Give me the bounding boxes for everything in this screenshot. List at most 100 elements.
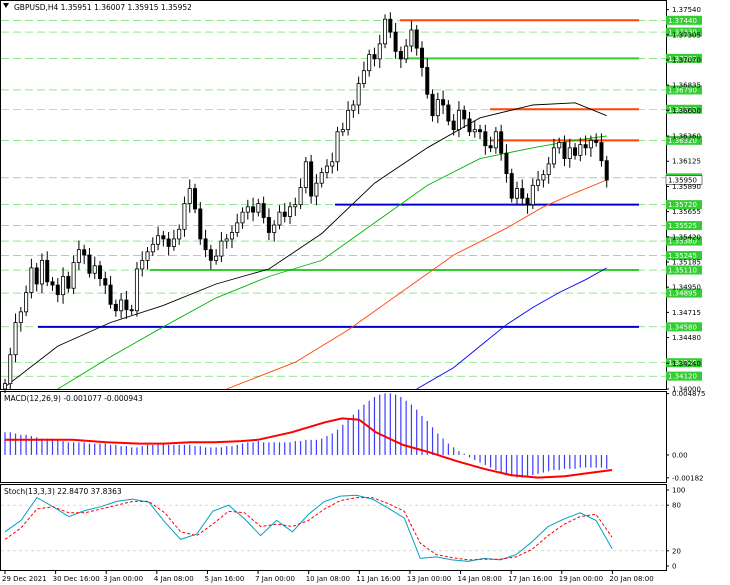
time-tick-label: 11 Jan 16:00 xyxy=(356,575,400,583)
bear-candle xyxy=(193,188,198,210)
price-tick-label: 1.34240 xyxy=(672,360,701,368)
chart-header: GBPUSD,H4 1.35951 1.36007 1.35915 1.3595… xyxy=(14,3,192,12)
bull-candle xyxy=(435,99,440,117)
bull-candle xyxy=(140,259,145,270)
bull-candle xyxy=(277,211,282,226)
bull-candle xyxy=(145,251,150,261)
horizontal-levels xyxy=(38,19,639,328)
bull-candle xyxy=(361,70,366,84)
time-tick-label: 7 Jan 00:00 xyxy=(255,575,295,583)
bull-candle xyxy=(171,238,176,247)
price-tag-label: 1.36790 xyxy=(668,86,697,94)
bear-candle xyxy=(499,131,504,154)
price-tag-bg xyxy=(666,371,702,381)
bull-candle xyxy=(456,109,461,131)
bear-candle xyxy=(419,47,424,68)
time-tick-label: 29 Dec 2021 xyxy=(2,575,47,583)
moving-averages xyxy=(4,102,607,390)
bear-candle xyxy=(113,303,118,312)
macd-indicator: 0.004875 0.00 -0.00182 xyxy=(4,390,705,482)
bear-candle xyxy=(488,145,493,149)
bull-candle xyxy=(61,276,66,296)
current-price-label: 1.35950 xyxy=(668,176,697,184)
bear-candle xyxy=(604,160,609,181)
bear-candle xyxy=(251,206,256,213)
bear-candle xyxy=(208,249,213,261)
price-tag-label: 1.35245 xyxy=(668,252,697,260)
bear-candle xyxy=(266,217,271,233)
bull-candle xyxy=(514,188,519,199)
bear-candle xyxy=(45,259,50,283)
bear-candle xyxy=(55,284,60,296)
price-tag-bg xyxy=(666,236,702,246)
price-tag-bg xyxy=(666,27,702,37)
bull-candle xyxy=(367,54,372,72)
bull-candle xyxy=(256,203,261,213)
stoch-tick-label: 20 xyxy=(672,547,681,555)
price-tick-label: 1.34950 xyxy=(672,284,701,292)
bear-candle xyxy=(462,109,467,120)
price-tag-label: 1.35720 xyxy=(668,201,697,209)
bull-candle xyxy=(472,129,477,133)
price-tag-label: 1.37085 xyxy=(668,55,697,63)
bull-candle xyxy=(214,255,219,261)
price-tick-label: 1.34480 xyxy=(672,334,701,342)
price-tag-bg xyxy=(666,200,702,210)
bear-candle xyxy=(261,203,266,218)
bull-candle xyxy=(71,262,76,289)
stoch-indicator: 100 80 20 0 xyxy=(1,487,685,571)
bear-candle xyxy=(504,152,509,174)
bear-candle xyxy=(425,67,430,95)
bear-candle xyxy=(483,131,488,147)
price-tag-bg xyxy=(666,104,702,114)
bear-candle xyxy=(562,142,567,159)
bull-candle xyxy=(409,29,414,47)
price-tag-label: 1.36610 xyxy=(668,106,697,114)
bull-candle xyxy=(530,184,535,206)
bear-candle xyxy=(198,208,203,240)
bear-candle xyxy=(282,211,287,217)
bull-candle xyxy=(39,259,44,285)
bull-candle xyxy=(13,322,18,356)
price-tag-bg xyxy=(666,251,702,261)
bear-candle xyxy=(388,18,393,33)
bull-candle xyxy=(546,163,551,176)
price-tick-label: 1.36360 xyxy=(672,133,701,141)
bull-candle xyxy=(240,211,245,224)
bull-candle xyxy=(3,383,8,390)
bull-candle xyxy=(356,83,361,106)
chart-menu-icon[interactable] xyxy=(3,3,9,8)
price-tag-label: 1.34245 xyxy=(668,359,697,367)
price-tag-label: 1.35380 xyxy=(668,238,697,246)
bull-candle xyxy=(346,109,351,131)
bull-candle xyxy=(272,224,277,233)
price-tag-label: 1.34120 xyxy=(668,373,697,381)
bull-candle xyxy=(588,139,593,149)
bull-candle xyxy=(177,228,182,240)
bear-candle xyxy=(108,284,113,305)
bull-candle xyxy=(182,203,187,230)
price-tag-label: 1.34895 xyxy=(668,290,697,298)
bull-candle xyxy=(18,311,23,323)
stoch-signal-line xyxy=(4,497,613,561)
price-tag-bg xyxy=(666,322,702,332)
bull-candle xyxy=(303,161,308,188)
bull-candle xyxy=(298,187,303,206)
bear-candle xyxy=(393,31,398,52)
bear-candle xyxy=(509,173,514,199)
macd-signal-line xyxy=(5,417,613,479)
bull-candle xyxy=(404,45,409,60)
bear-candle xyxy=(599,142,604,162)
bull-candle xyxy=(324,165,329,173)
price-tags: 1.37440 1.37330 1.37085 1.36790 1.36610 1.363… xyxy=(665,15,703,381)
bear-candle xyxy=(66,276,71,289)
price-tag-bg xyxy=(666,85,702,95)
price-tick-label: 1.36600 xyxy=(672,107,701,115)
stoch-main-line xyxy=(4,494,613,562)
bull-candle xyxy=(187,188,192,204)
price-tag-bg xyxy=(666,53,702,63)
time-axis: 29 Dec 2021 30 Dec 16:00 3 Jan 00:00 4 Jan … xyxy=(2,571,654,583)
price-tick-label: 1.34000 xyxy=(672,386,701,394)
bull-candle xyxy=(314,182,319,197)
